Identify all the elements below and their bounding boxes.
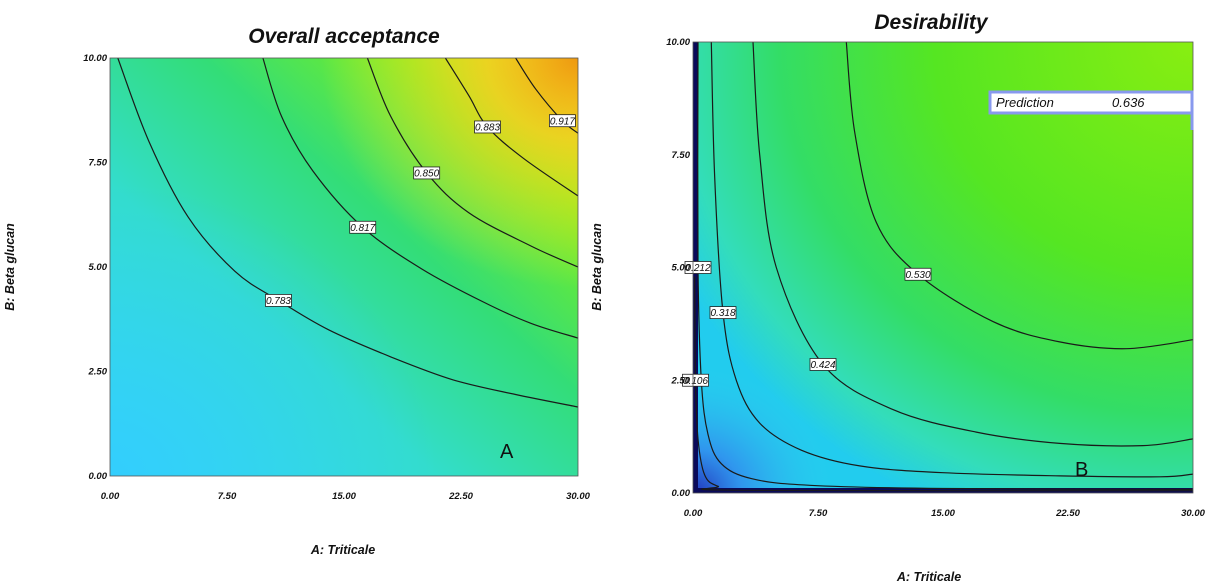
x-tick-labels: 0.00 7.50 15.00 22.50 30.00 [101,491,591,502]
prediction-label: Prediction [996,95,1054,110]
contour-label: 0.212 [685,263,710,274]
contour-label: 0.424 [810,360,835,371]
contour-labels: 0.106 0.212 0.318 0.424 0.530 [682,261,932,387]
contour-label-box [549,114,576,128]
contour-lines [117,58,578,408]
y-tick-label: 2.50 [671,375,691,386]
contour-line [752,42,1193,447]
y-tick-labels: 0.00 2.50 5.00 7.50 10.00 [666,37,690,499]
prediction-value: 0.636 [1112,95,1145,110]
prediction-box [988,90,1194,115]
x-tick-label: 30.00 [566,491,590,502]
contour-line [366,58,578,268]
contour-label: 0.883 [475,123,500,134]
x-tick-label: 0.00 [684,508,703,519]
x-tick-label: 22.50 [1055,508,1080,519]
y-tick-label: 5.00 [89,262,108,273]
contour-label: 0.530 [905,270,930,281]
contour-label-box [349,220,377,234]
y-tick-label: 2.50 [88,367,108,378]
x-axis-label: A: Triticale [896,570,961,584]
y-tick-labels: 0.00 2.50 5.00 7.50 10.00 [83,53,107,482]
overall-acceptance-panel: Overall acceptance 0.7830.8170.8500.8830… [3,25,591,557]
x-axis-label: A: Triticale [310,543,375,557]
contour-label-box [265,294,292,307]
desirability-panel: Desirability 0.106 0.212 0.318 0.424 0.530 0… [590,11,1206,584]
x-tick-label: 15.00 [931,508,955,519]
contour-label-box [413,166,441,180]
contour-labels: 0.783 0.817 0.850 0.883 0.917 [265,114,576,307]
contour-line [845,42,1193,350]
contour-label: 0.917 [550,116,575,127]
x-tick-labels: 0.00 7.50 15.00 22.50 30.00 [684,508,1206,519]
panel-annotation: A [500,441,514,463]
y-tick-label: 7.50 [672,150,691,161]
contour-label-box [682,373,709,387]
y-tick-label: 0.00 [672,488,691,499]
y-tick-label: 0.00 [89,471,108,482]
contour-line [262,58,578,339]
chart-title: Overall acceptance [248,25,440,48]
contour-label: 0.783 [266,296,291,307]
y-axis-label: B: Beta glucan [3,223,17,311]
contour-line [515,58,578,134]
contour-line [117,58,578,408]
x-tick-label: 22.50 [448,491,473,502]
x-tick-label: 7.50 [218,491,237,502]
plot-frame [692,41,1194,494]
prediction-flag: Prediction 0.636 [988,90,1194,130]
y-tick-label: 10.00 [83,53,107,64]
plot-frame [109,57,579,477]
y-tick-label: 10.00 [666,37,690,48]
contour-label-box [709,306,737,320]
x-tick-label: 7.50 [809,508,828,519]
contour-label: 0.318 [710,308,735,319]
x-tick-label: 30.00 [1181,508,1205,519]
chart-title: Desirability [874,11,989,34]
x-tick-label: 15.00 [332,491,356,502]
y-tick-label: 7.50 [89,158,108,169]
panel-annotation: B [1075,459,1088,481]
contour-label: 0.850 [414,169,439,180]
contour-line [710,42,1193,478]
contour-label-box [904,267,932,281]
contour-label: 0.817 [350,223,375,234]
contour-label-box [684,261,712,274]
contour-label: 0.106 [683,376,708,387]
y-tick-label: 5.00 [672,263,691,274]
y-axis-label: B: Beta glucan [590,223,604,311]
x-tick-label: 0.00 [101,491,120,502]
plot-area-peak [110,58,578,476]
contour-label-box [474,120,501,134]
contour-label-box [809,358,837,371]
